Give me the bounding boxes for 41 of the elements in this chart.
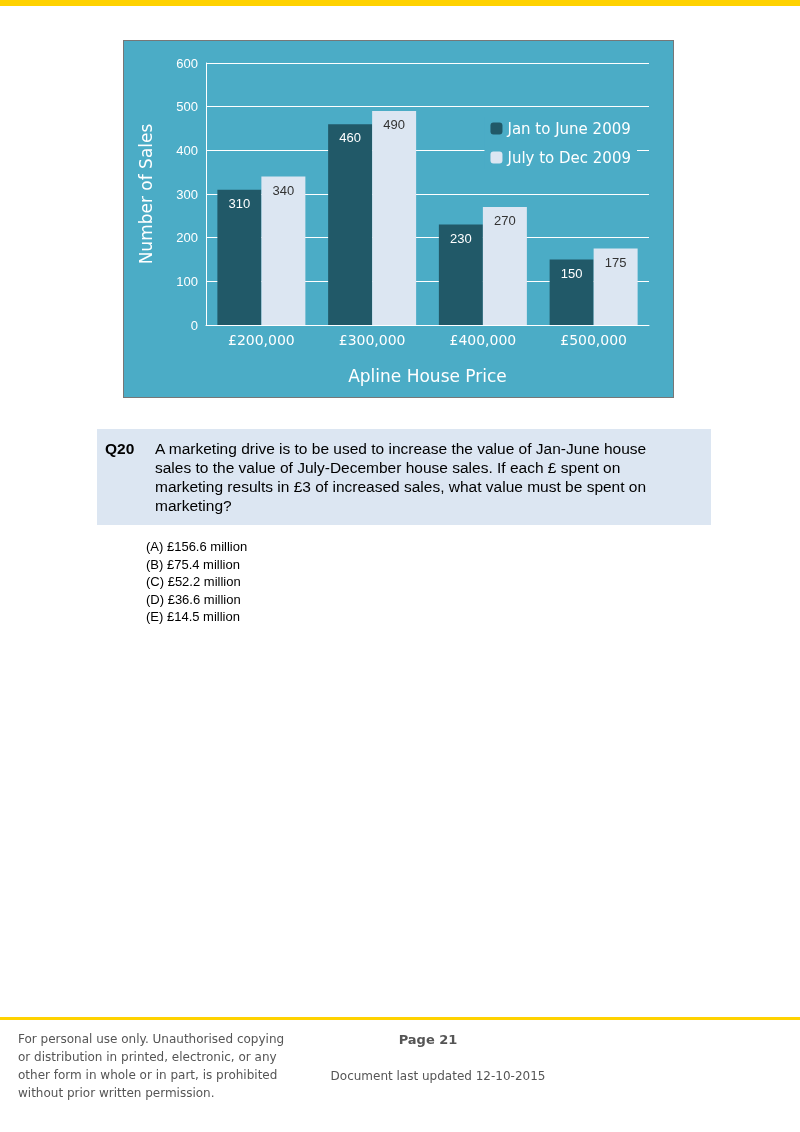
data-label: 310 [228,195,251,211]
x-tick-label: £400,000 [449,332,517,348]
y-axis-title: Number of Sales [135,123,156,265]
text: Document last updated 12-10-2015 [329,1069,547,1083]
text: (B) £75.4 million [146,555,241,573]
data-label: 340 [272,182,295,198]
x-axis-title: Apline House Price [348,365,507,386]
y-tick-label: 0 [190,317,198,333]
y-tick-label: 500 [176,99,198,115]
text: A marketing drive is to be used to increase the value of Jan-June house sales to the value of July-December house sales. If each £ spent on marketing results in £3 of increased sales, what value must be spent on marketing? [155,439,648,515]
x-tick-label: £500,000 [560,332,628,348]
bar [482,207,527,325]
y-tick-label: 100 [176,273,198,289]
legend-label: July to Dec 2009 [506,148,632,167]
data-label: 230 [450,230,472,246]
x-tick-label: £300,000 [338,332,406,348]
text: (C) £52.2 million [146,573,242,591]
text: (A) £156.6 million [146,538,248,556]
text: (D) £36.6 million [146,590,242,608]
bar [328,124,373,325]
bar [438,224,483,325]
y-tick-label: 400 [176,142,198,158]
data-label: 460 [339,130,361,146]
text: (E) £14.5 million [146,608,241,626]
bar [549,259,594,325]
data-label: 175 [604,254,627,270]
text: Page 21 [397,1032,459,1047]
bar [217,189,262,325]
legend-label: Jan to June 2009 [506,119,631,138]
data-label: 270 [494,213,516,229]
x-tick-label: £200,000 [227,332,295,348]
bar [261,176,306,325]
text: For personal use only. Unauthorised copying or distribution in printed, electronic, or any other form in whole or in part, is prohibited without prior written permission. [18,1031,286,1102]
data-label: 150 [560,265,583,281]
data-label: 490 [383,117,405,133]
bar [593,248,638,325]
y-tick-label: 200 [176,230,198,246]
bar [372,111,417,325]
y-tick-label: 300 [176,186,198,202]
text: Q20 [105,439,136,459]
y-tick-label: 600 [176,55,198,71]
